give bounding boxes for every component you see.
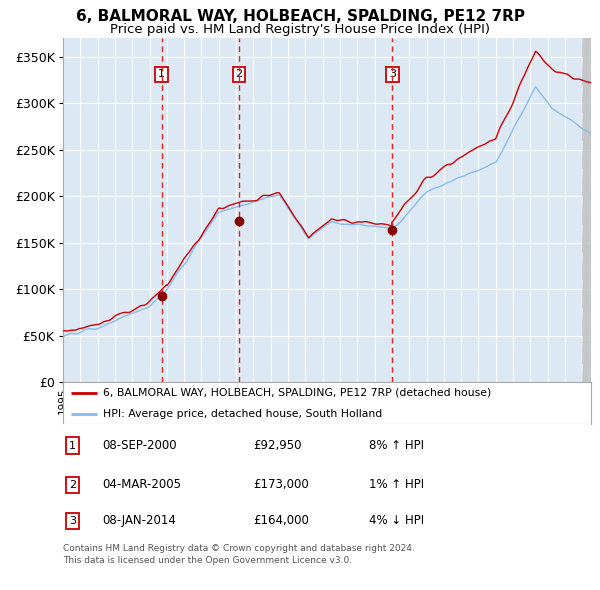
Text: 2: 2 [69, 480, 76, 490]
Text: 1: 1 [69, 441, 76, 451]
Text: Price paid vs. HM Land Registry's House Price Index (HPI): Price paid vs. HM Land Registry's House … [110, 23, 490, 36]
Text: £92,950: £92,950 [253, 439, 302, 452]
Text: 1% ↑ HPI: 1% ↑ HPI [369, 478, 424, 491]
Text: 6, BALMORAL WAY, HOLBEACH, SPALDING, PE12 7RP: 6, BALMORAL WAY, HOLBEACH, SPALDING, PE1… [76, 9, 524, 24]
Text: 08-JAN-2014: 08-JAN-2014 [103, 514, 176, 527]
Text: 3: 3 [389, 70, 396, 80]
Text: 4% ↓ HPI: 4% ↓ HPI [369, 514, 424, 527]
Text: 04-MAR-2005: 04-MAR-2005 [103, 478, 182, 491]
Text: 1: 1 [158, 70, 165, 80]
Text: Contains HM Land Registry data © Crown copyright and database right 2024.
This d: Contains HM Land Registry data © Crown c… [63, 545, 415, 565]
Text: 3: 3 [69, 516, 76, 526]
Text: 2: 2 [235, 70, 242, 80]
Text: 08-SEP-2000: 08-SEP-2000 [103, 439, 177, 452]
Text: 6, BALMORAL WAY, HOLBEACH, SPALDING, PE12 7RP (detached house): 6, BALMORAL WAY, HOLBEACH, SPALDING, PE1… [103, 388, 491, 398]
Text: £164,000: £164,000 [253, 514, 309, 527]
Text: £173,000: £173,000 [253, 478, 309, 491]
Text: HPI: Average price, detached house, South Holland: HPI: Average price, detached house, Sout… [103, 409, 382, 419]
Text: 8% ↑ HPI: 8% ↑ HPI [369, 439, 424, 452]
